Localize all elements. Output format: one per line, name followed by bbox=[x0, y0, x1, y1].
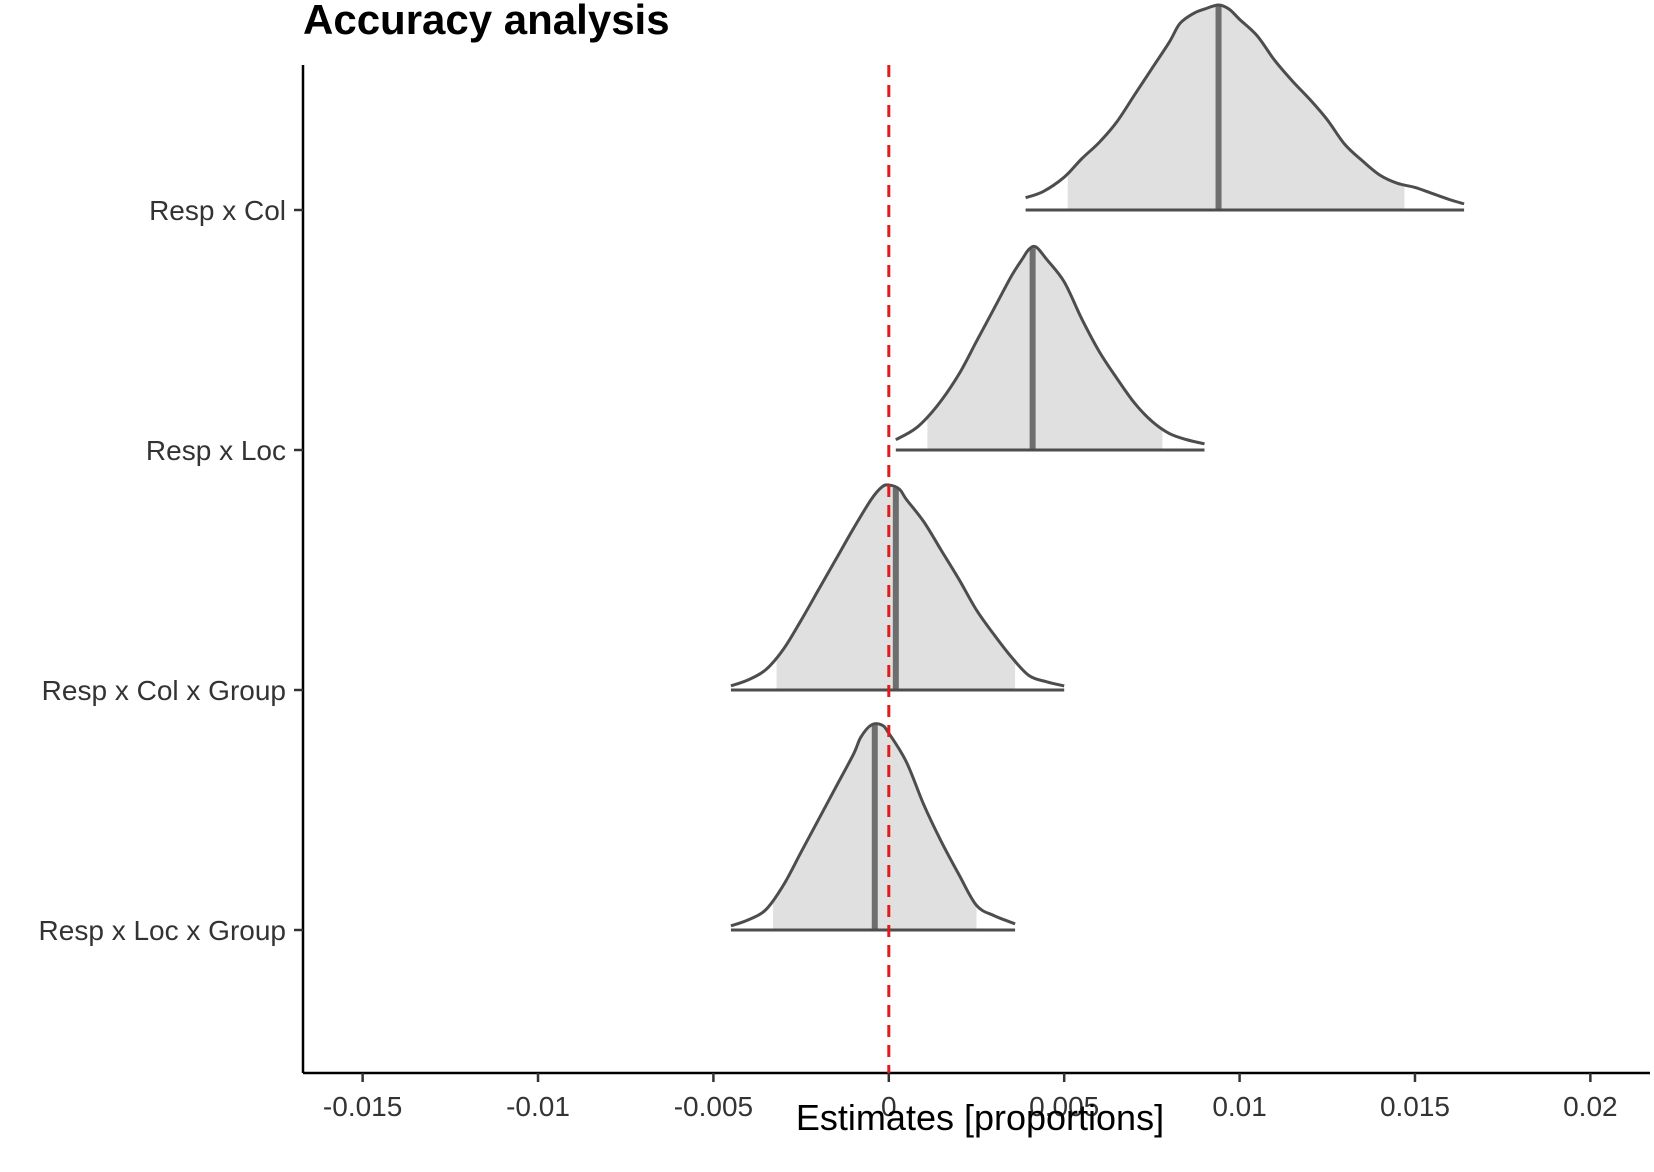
ridge-resp-x-col-x-group bbox=[730, 483, 1065, 692]
density-curve bbox=[895, 244, 1205, 446]
x-tick-label: 0.01 bbox=[1212, 1091, 1267, 1122]
ridge-resp-x-col bbox=[1025, 3, 1465, 212]
x-axis-title: Estimates [proportions] bbox=[796, 1097, 1164, 1138]
y-tick-label: Resp x Loc bbox=[146, 435, 286, 466]
x-tick-label: 0.02 bbox=[1563, 1091, 1618, 1122]
y-axis-ticks: Resp x Col Resp x Loc Resp x Col x Group Re… bbox=[39, 195, 303, 946]
y-tick-label: Resp x Col x Group bbox=[42, 675, 286, 706]
x-tick-label: -0.015 bbox=[323, 1091, 402, 1122]
x-axis-ticks: -0.015 -0.01 -0.005 0 0.005 0.01 0.015 0.02 bbox=[323, 1073, 1618, 1122]
chart-title: Accuracy analysis bbox=[303, 0, 670, 43]
x-tick-label: 0 bbox=[881, 1091, 897, 1122]
y-tick-label: Resp x Loc x Group bbox=[39, 915, 286, 946]
axes-layer bbox=[301, 65, 1650, 1075]
ridge-resp-x-loc bbox=[895, 244, 1205, 452]
ridge-resp-x-loc-x-group bbox=[730, 722, 1016, 932]
interval-area bbox=[1067, 5, 1405, 210]
interval-area bbox=[927, 246, 1163, 450]
density-curve bbox=[730, 722, 1016, 928]
x-tick-label: -0.01 bbox=[506, 1091, 570, 1122]
y-tick-label: Resp x Col bbox=[149, 195, 286, 226]
ridge-layer bbox=[730, 3, 1465, 932]
x-tick-label: 0.015 bbox=[1380, 1091, 1450, 1122]
x-tick-label: -0.005 bbox=[674, 1091, 753, 1122]
x-tick-label: 0.005 bbox=[1029, 1091, 1099, 1122]
density-curve bbox=[1025, 3, 1465, 206]
density-curve bbox=[730, 483, 1065, 688]
